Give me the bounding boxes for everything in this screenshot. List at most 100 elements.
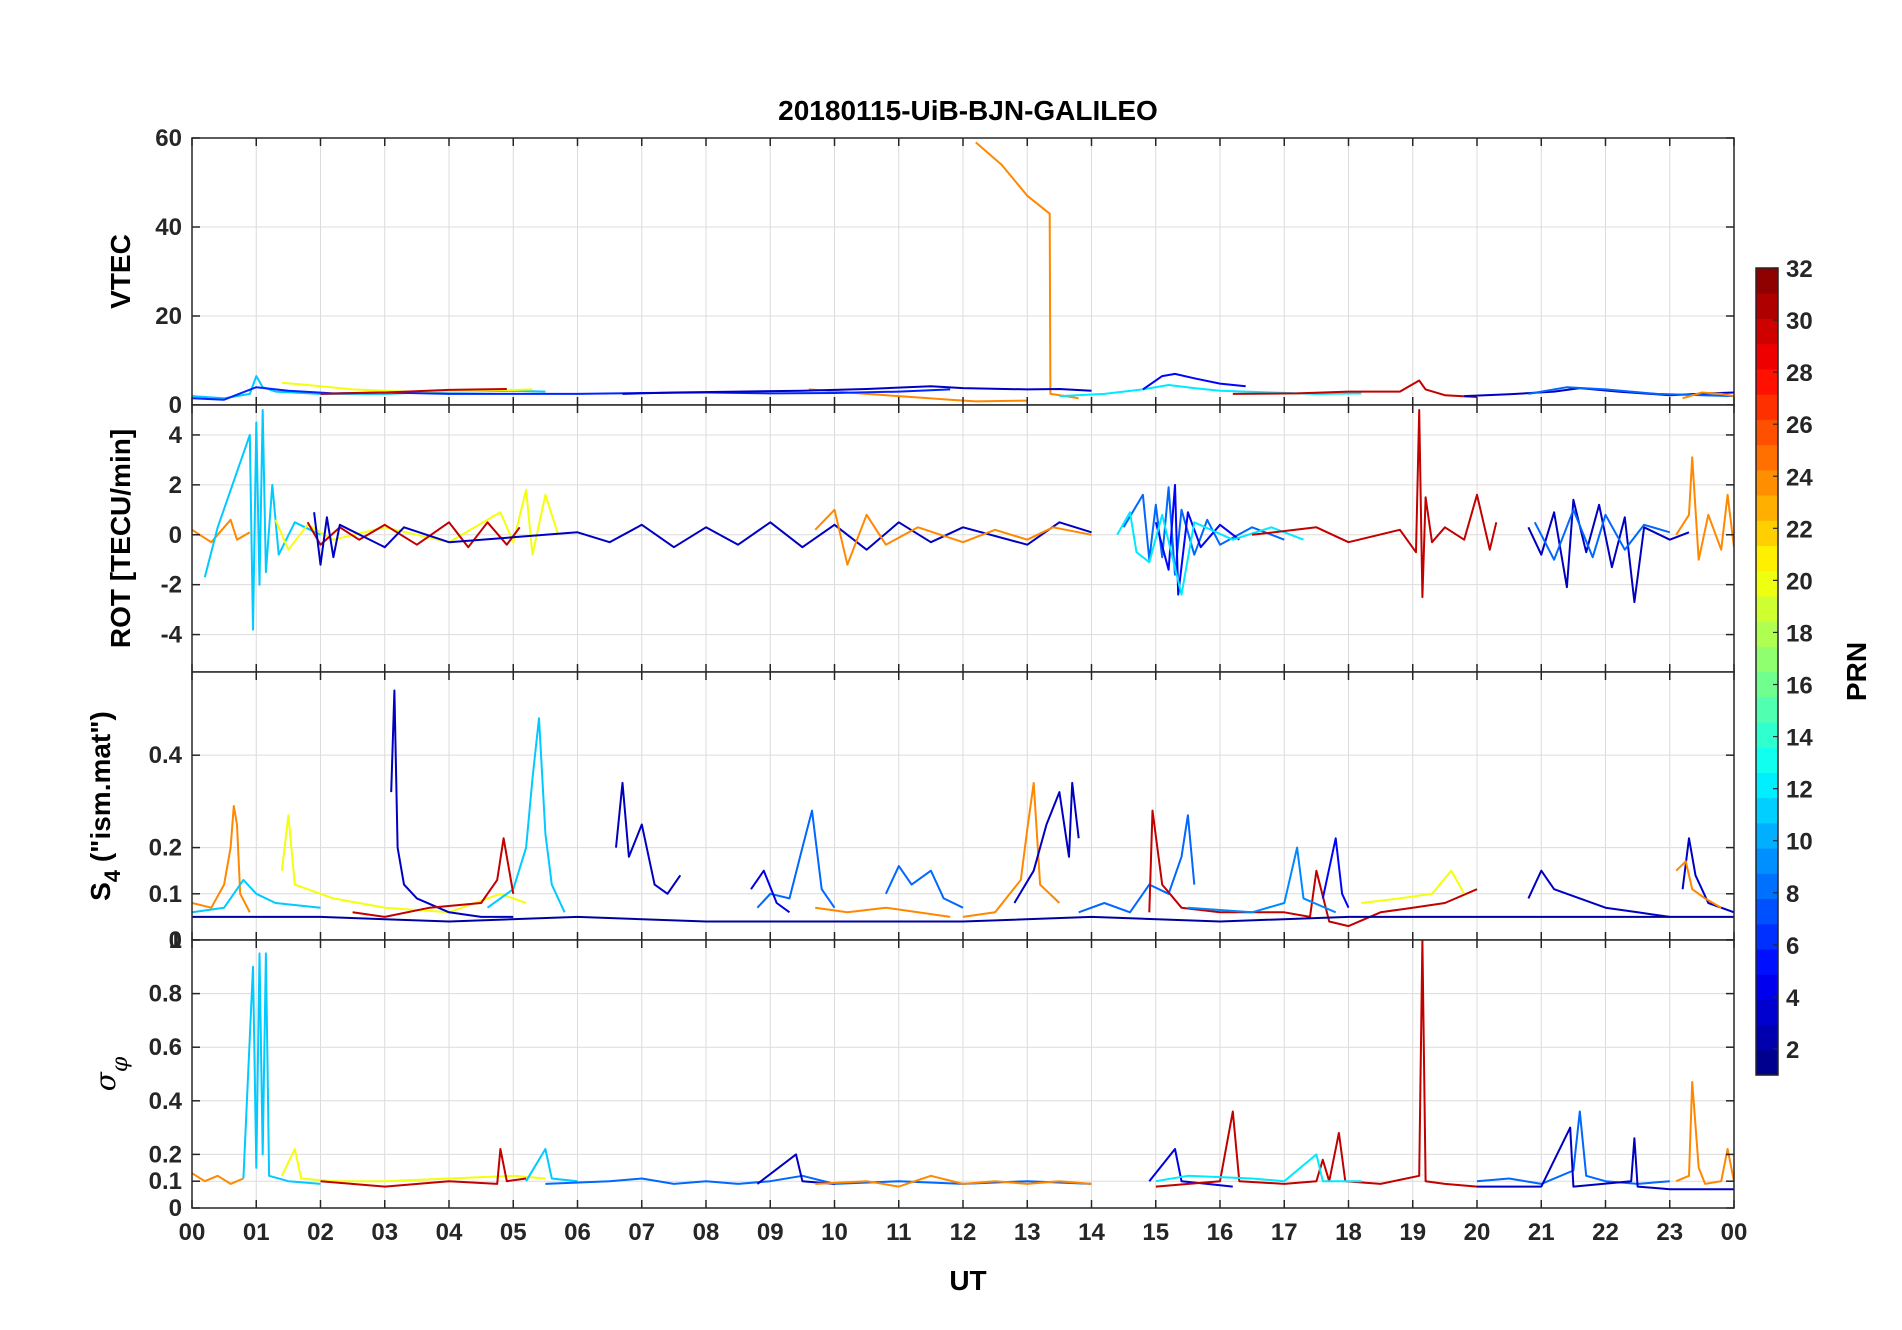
y-tick-label: -4: [161, 622, 183, 649]
y-tick-label: 0: [169, 392, 182, 419]
x-tick-label: 18: [1335, 1219, 1362, 1246]
colorbar-tick-label: 6: [1786, 933, 1799, 960]
y-tick-label: 60: [155, 125, 182, 152]
panel-rot: -4 -2 0 2 4 ROT [TECU/min]: [105, 404, 1735, 673]
series-line-prn-12: [1155, 1153, 1362, 1183]
series-line-prn-5: [1154, 483, 1240, 596]
series-line-prn-3: [313, 512, 1092, 566]
series-line-prn-8: [884, 865, 964, 909]
colorbar-segment: [1756, 848, 1778, 874]
colorbar-tick-label: 30: [1786, 308, 1813, 335]
series-line-prn-4: [1148, 1148, 1233, 1188]
series-line-prn-20: [281, 381, 533, 393]
colorbar-segment: [1756, 747, 1778, 773]
x-tick-label: 22: [1592, 1219, 1619, 1246]
x-tick-label: 14: [1078, 1219, 1105, 1246]
x-tick-label: 06: [564, 1219, 591, 1246]
series-line-prn-30: [1148, 809, 1478, 928]
series-line-prn-8: [756, 809, 836, 909]
series-line-prn-8: [1476, 1110, 1670, 1185]
y-tick-label: 0: [169, 1195, 182, 1222]
x-tick-label: 04: [436, 1219, 463, 1246]
chart-title: 20180115-UiB-BJN-GALILEO: [778, 95, 1158, 126]
x-tick-label: 09: [757, 1219, 784, 1246]
y-tick-label: 1: [169, 927, 182, 954]
colorbar-segment: [1756, 797, 1778, 824]
series-line-prn-11: [525, 1148, 578, 1183]
series-line-prn-24: [1675, 456, 1734, 561]
colorbar-segment: [1756, 948, 1778, 975]
y-tick-label: -2: [161, 572, 182, 599]
x-tick-label: 11: [886, 1219, 911, 1246]
series-line-prn-5: [1142, 372, 1246, 391]
series-line-prn-11: [242, 952, 321, 1185]
colorbar-segment: [1756, 974, 1778, 1000]
series-line-prn-30: [1155, 940, 1478, 1188]
colorbar-tick-label: 32: [1786, 256, 1813, 283]
x-tick-label: 16: [1207, 1219, 1234, 1246]
colorbar-tick-label: 8: [1786, 881, 1799, 908]
colorbar-tick-label: 18: [1786, 620, 1813, 647]
y-tick-label: 20: [155, 303, 182, 330]
series-line-prn-6: [192, 386, 951, 401]
colorbar-tick-label: 12: [1786, 777, 1813, 804]
x-tick-label: 08: [693, 1219, 720, 1246]
x-tick-label: 07: [628, 1219, 655, 1246]
colorbar-segment: [1756, 570, 1778, 597]
x-tick-label: 00: [1721, 1219, 1748, 1246]
series-line-prn-3: [1013, 781, 1080, 904]
colorbar-segment: [1756, 343, 1778, 370]
x-tick-label: 17: [1271, 1219, 1298, 1246]
colorbar-tick-label: 24: [1786, 464, 1813, 491]
series-line-prn-3: [1527, 869, 1670, 918]
y-tick-label: 0.1: [149, 881, 182, 908]
colorbar-segment: [1756, 999, 1778, 1026]
series-line-prn-24: [815, 906, 951, 918]
series-line-prn-20: [274, 488, 560, 556]
series-line-prn-9: [1187, 846, 1337, 914]
colorbar-segment: [1756, 923, 1778, 950]
colorbar-segment: [1756, 293, 1778, 320]
y-tick-label: 4: [169, 422, 183, 449]
series-line-prn-24: [1682, 391, 1734, 400]
series-line-prn-3: [1477, 1126, 1734, 1191]
colorbar-segment: [1756, 545, 1778, 572]
x-tick-label: 00: [179, 1219, 206, 1246]
series-line-prn-24: [1675, 860, 1722, 909]
x-axis-label: UT: [949, 1265, 986, 1296]
y-tick-label: 0.2: [149, 835, 182, 862]
traces: [192, 141, 1734, 403]
x-tick-label: 02: [307, 1219, 334, 1246]
colorbar-segment: [1756, 621, 1778, 647]
y-axis-label: ROT [TECU/min]: [105, 429, 136, 648]
series-line-prn-24: [192, 518, 251, 544]
traces: [192, 409, 1734, 631]
colorbar-tick-label: 16: [1786, 673, 1813, 700]
x-tick-label: 13: [1014, 1219, 1041, 1246]
y-tick-label: 0.2: [149, 1141, 182, 1168]
colorbar-frame: [1755, 267, 1779, 1076]
colorbar-segment: [1756, 1024, 1778, 1051]
series-line-prn-24: [192, 805, 251, 913]
panel-s4: 0 0.1 0.2 0.4 S4 ("ism.mat"): [85, 671, 1735, 954]
traces: [192, 940, 1734, 1191]
series-line-prn-3: [756, 1153, 835, 1185]
y-axis-label: VTEC: [105, 234, 136, 309]
series-line-prn-8: [1533, 508, 1671, 561]
series-line-prn-30: [1232, 379, 1478, 398]
colorbar-segment: [1756, 318, 1778, 345]
x-tick-label: 23: [1656, 1219, 1683, 1246]
colorbar-tick-label: 14: [1786, 725, 1813, 752]
series-line-prn-3: [390, 689, 514, 918]
series-line-prn-3: [615, 781, 682, 895]
colorbar-segment: [1756, 394, 1778, 420]
colorbar-segment: [1756, 268, 1778, 294]
colorbar-segment: [1756, 696, 1778, 723]
y-tick-label: 0.1: [149, 1168, 182, 1195]
colorbar-segment: [1756, 646, 1778, 673]
colorbar-label: PRN: [1841, 642, 1872, 701]
colorbar-tick-label: 10: [1786, 829, 1813, 856]
